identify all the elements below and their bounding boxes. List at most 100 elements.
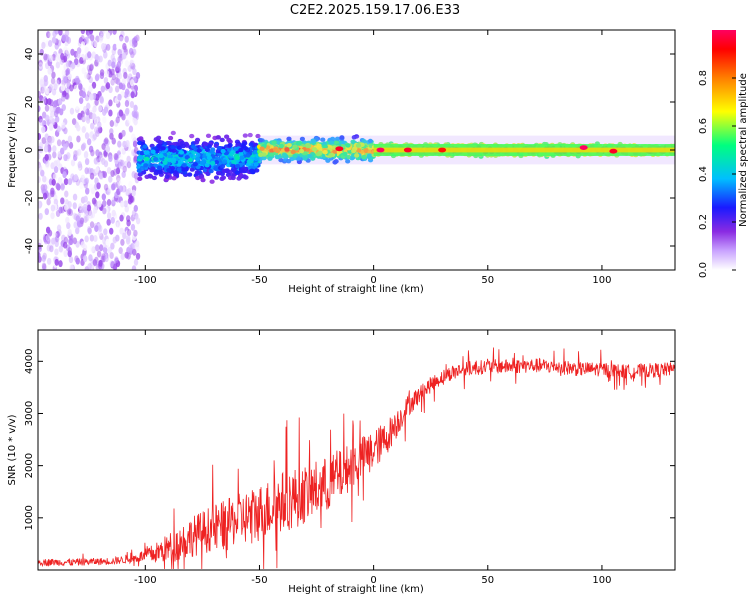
spectrogram-cell bbox=[124, 251, 129, 259]
spectrogram-cell bbox=[66, 208, 71, 216]
spectrogram-cell bbox=[157, 139, 163, 145]
spectrogram-cell bbox=[89, 172, 95, 180]
spectrogram-cell bbox=[129, 79, 135, 87]
spectrogram-cell bbox=[119, 227, 124, 235]
spectrogram-cell bbox=[138, 136, 144, 141]
spectrogram-cell bbox=[118, 247, 123, 255]
spectrogram-cell bbox=[93, 40, 98, 48]
spectrogram-cell bbox=[38, 59, 43, 67]
spectrogram-cell bbox=[48, 123, 54, 131]
spectrogram-cell bbox=[110, 54, 115, 62]
spectrogram-cell bbox=[116, 177, 121, 185]
spectrogram-cell bbox=[102, 237, 107, 245]
spectrogram-cell bbox=[220, 148, 226, 154]
spectrogram-cell bbox=[242, 145, 249, 151]
spectrogram-cell bbox=[215, 170, 222, 176]
spectrogram-cell bbox=[133, 118, 138, 126]
spectrogram-cell bbox=[80, 30, 86, 35]
spectrogram-cell bbox=[234, 155, 240, 161]
spectrogram-cell bbox=[122, 42, 127, 50]
spectrogram-cell bbox=[121, 129, 126, 137]
spectrogram-ridge-core bbox=[373, 147, 675, 153]
spectrogram-cell bbox=[107, 185, 112, 193]
spectrogram-peak bbox=[438, 147, 447, 153]
spectrogram-cell bbox=[38, 62, 43, 70]
spectrogram-cell bbox=[88, 30, 94, 35]
spectrogram-cell bbox=[82, 113, 87, 121]
spectrogram-cell bbox=[97, 105, 103, 113]
spectrogram-cell bbox=[60, 84, 66, 92]
spectrogram-cell bbox=[67, 250, 72, 258]
colorbar-tick-label: 0.6 bbox=[698, 118, 709, 134]
spectrogram-cell bbox=[111, 137, 116, 145]
snr-x-axis-label: Height of straight line (km) bbox=[288, 584, 424, 595]
spectrogram-cell bbox=[41, 39, 46, 47]
spectrogram-cell bbox=[105, 43, 111, 51]
spectrogram-cell bbox=[166, 167, 172, 173]
spectrogram-cell bbox=[215, 135, 221, 140]
spectrogram-cell bbox=[125, 237, 131, 245]
spectrogram-peak bbox=[579, 145, 588, 151]
spectrogram-cell bbox=[68, 141, 74, 149]
spectrogram-cell bbox=[116, 174, 121, 182]
spectrogram-cell bbox=[115, 77, 121, 85]
spectrogram-cell bbox=[49, 105, 54, 113]
spectrogram-cell bbox=[83, 215, 88, 223]
spectrogram-cell bbox=[62, 166, 67, 174]
spectrogram-cell bbox=[59, 108, 64, 116]
spectrogram-cell bbox=[167, 157, 173, 163]
spectrogram-cell bbox=[117, 140, 122, 148]
spectrogram-cell bbox=[106, 188, 112, 196]
spectrogram-cell bbox=[42, 263, 47, 270]
spectrogram-cell bbox=[68, 256, 74, 264]
spectrogram-cell bbox=[93, 234, 98, 242]
spectrogram-cell bbox=[245, 153, 251, 158]
spectrogram-cell bbox=[38, 141, 44, 149]
spectrogram-cell bbox=[51, 71, 56, 79]
spectrogram-cell bbox=[137, 172, 143, 177]
spectrogram-cell bbox=[88, 254, 93, 262]
spectrogram-cell bbox=[108, 155, 113, 163]
spectrogram-cell bbox=[129, 101, 135, 109]
spectrogram-cell bbox=[57, 98, 63, 106]
spectrogram-cell bbox=[108, 99, 113, 107]
spectrogram-cell bbox=[105, 238, 110, 246]
colorbar: 0.0 0.2 0.4 0.6 0.8 Normalized spectral ampl… bbox=[698, 30, 749, 278]
spectrogram-cell bbox=[239, 168, 245, 173]
spectrogram-cell bbox=[41, 126, 46, 134]
spectrogram-cell bbox=[203, 141, 209, 147]
spectrogram-cell bbox=[69, 84, 74, 92]
spectrogram-cell bbox=[176, 167, 182, 172]
spectrogram-cell bbox=[117, 48, 122, 56]
spectrogram-cell bbox=[57, 176, 63, 184]
spectrogram-cell bbox=[108, 109, 113, 117]
spectrogram-cell bbox=[96, 158, 101, 166]
spectrogram-cell bbox=[153, 156, 159, 162]
spectrogram-cell bbox=[230, 150, 236, 155]
spectrogram-cell bbox=[227, 142, 233, 148]
spectrogram-cell bbox=[100, 85, 106, 93]
spectrogram-cell bbox=[46, 31, 51, 39]
spectrogram-cell bbox=[164, 174, 170, 179]
spectrogram-cell bbox=[64, 35, 70, 43]
spectrogram-cell bbox=[81, 142, 87, 150]
spectrogram-cell bbox=[111, 199, 116, 207]
spectrogram-cell bbox=[110, 216, 115, 224]
spectrogram-cell bbox=[213, 175, 220, 180]
spectrogram-cell bbox=[107, 59, 112, 67]
spectrogram-cell bbox=[60, 197, 65, 205]
spectrogram-cell bbox=[160, 146, 166, 151]
spectrogram-cell bbox=[51, 36, 57, 44]
spectrogram-cell bbox=[194, 170, 200, 175]
spectrogram-cell bbox=[139, 165, 146, 171]
spectrogram-cell bbox=[47, 136, 53, 144]
spectrogram-cell bbox=[131, 189, 136, 197]
spectrogram-cell bbox=[90, 122, 95, 130]
spectrogram-cell bbox=[123, 91, 129, 99]
spectrogram-cell bbox=[105, 139, 110, 147]
spectrogram-cell bbox=[125, 107, 130, 115]
spectrogram-cell bbox=[90, 187, 96, 195]
spectrogram-cell bbox=[122, 165, 127, 173]
spectrogram-cell bbox=[83, 105, 88, 113]
spectrogram-cell bbox=[63, 154, 68, 162]
